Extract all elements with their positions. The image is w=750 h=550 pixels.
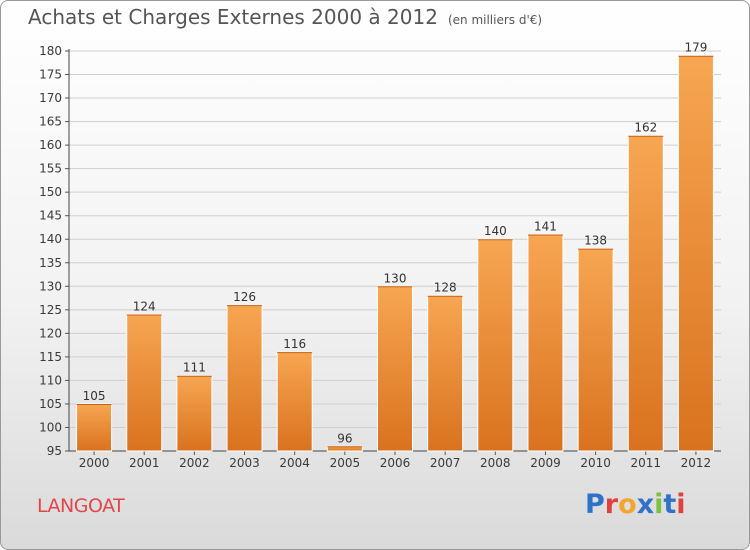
value-label: 111 [183,361,206,375]
x-tick-label: 2001 [129,456,160,470]
logo-letter: i [654,489,664,520]
value-label: 140 [484,224,507,238]
logo-letter: o [618,489,637,520]
value-label: 141 [534,220,557,234]
y-tick-label: 150 [39,185,62,199]
x-tick-label: 2007 [430,456,461,470]
x-tick-label: 2002 [179,456,210,470]
bar-2003 [226,304,263,452]
bar-2010 [577,248,614,452]
value-label: 128 [434,281,457,295]
logo-letter: P [585,489,605,520]
logo-letter: x [636,489,655,520]
bar-2004 [276,351,313,452]
y-tick-label: 115 [39,350,62,364]
x-tick-label: 2009 [530,456,561,470]
x-tick-label: 2010 [580,456,611,470]
x-tick-label: 2012 [681,456,712,470]
value-label: 126 [233,290,256,304]
logo-letter: r [604,489,619,520]
proxiti-logo: Proxiti [585,489,686,520]
x-tick-label: 2000 [79,456,110,470]
y-tick-label: 175 [39,68,62,82]
bar-2001 [126,314,163,452]
y-tick-label: 155 [39,162,62,176]
value-label: 105 [83,389,106,403]
x-tick-label: 2003 [229,456,260,470]
x-tick-label: 2008 [480,456,511,470]
commune-name: LANGOAT [37,495,125,517]
x-tick-label: 2005 [330,456,361,470]
y-tick-labels: 95 100 105 110 115 120 125 130 135 140 145 150 155 16… [39,44,62,458]
bar-2012 [677,55,714,452]
y-tick-label: 130 [39,279,62,293]
bars [76,55,714,452]
value-label: 116 [283,337,306,351]
y-tick-label: 125 [39,303,62,317]
value-label: 138 [584,234,607,248]
chart-unit: (en milliers d'€) [447,13,543,27]
y-tick-label: 135 [39,256,62,270]
value-label: 124 [133,300,156,314]
value-label: 130 [384,271,407,285]
bar-2011 [627,135,664,452]
x-tick-label: 2011 [630,456,661,470]
bar-2000 [76,403,113,452]
title-row: Achats et Charges Externes 2000 à 2012 (e… [28,5,542,29]
y-tick-label: 140 [39,232,62,246]
value-label: 162 [634,121,657,135]
x-tick-label: 2006 [380,456,411,470]
bar-2009 [527,234,564,452]
x-tick-labels: 2000 2001 2002 2003 2004 2005 2006 2007 2008 2009… [79,456,711,470]
x-tick-label: 2004 [279,456,310,470]
bar-2002 [176,375,213,452]
bar-2007 [427,295,464,452]
y-tick-label: 180 [39,44,62,58]
y-tick-label: 100 [39,420,62,434]
y-tick-label: 160 [39,138,62,152]
logo-letter: i [676,489,686,520]
y-tick-label: 145 [39,209,62,223]
y-tick-label: 105 [39,397,62,411]
y-tick-label: 170 [39,91,62,105]
y-tick-label: 95 [47,444,62,458]
y-tick-label: 120 [39,326,62,340]
bar-2006 [377,285,413,452]
value-label: 179 [684,41,707,55]
bar-2008 [477,238,514,452]
y-tick-label: 110 [39,373,62,387]
chart-title: Achats et Charges Externes 2000 à 2012 [28,5,438,29]
value-labels: 105 124 111 126 116 96 130 128 140 141 138 162 179 [83,41,708,446]
value-label: 96 [337,431,352,445]
y-tick-label: 165 [39,115,62,129]
logo-letter: t [663,489,677,520]
